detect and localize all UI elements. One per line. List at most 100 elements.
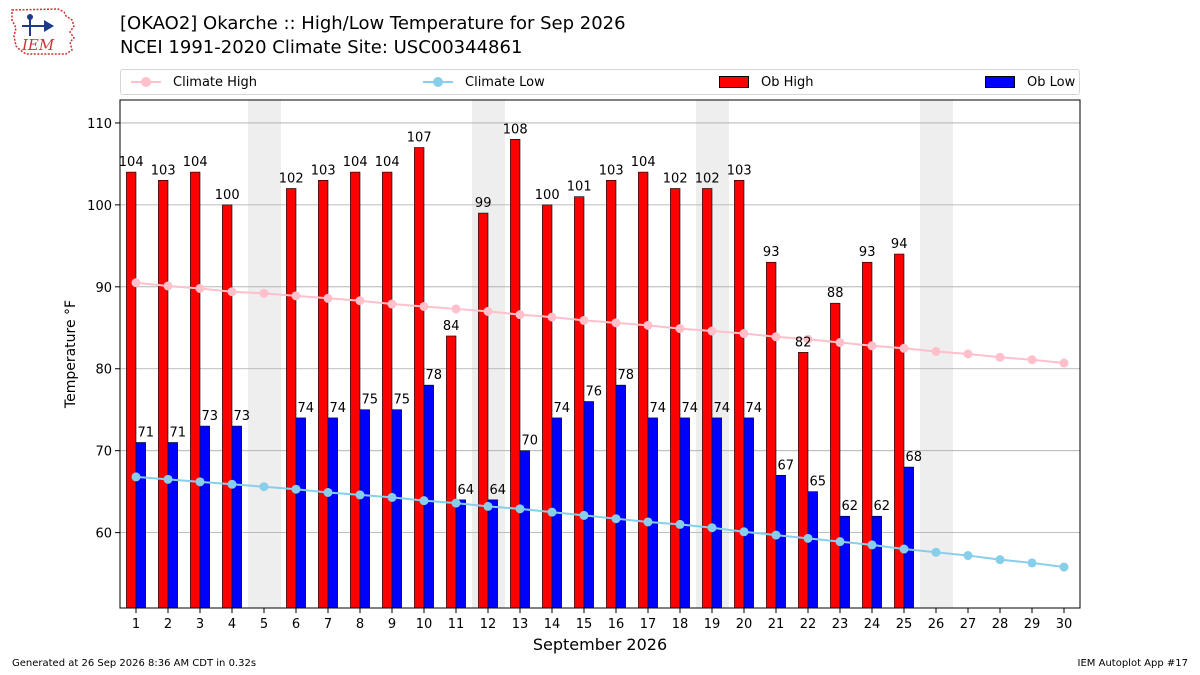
ob-low-bar <box>839 515 850 609</box>
ob-high-label: 88 <box>827 286 844 301</box>
ob-low-label: 67 <box>778 458 795 473</box>
climate-high-point <box>771 332 781 342</box>
title-line-1: [OKAO2] Okarche :: High/Low Temperature … <box>120 13 626 34</box>
climate-low-point <box>867 540 877 550</box>
ob-low-label: 74 <box>554 401 571 416</box>
climate-high-line <box>135 281 1065 365</box>
ob-low-bar <box>455 499 466 609</box>
ob-low-bar <box>295 417 306 609</box>
iem-logo: IEM <box>11 8 75 55</box>
ob-high-label: 102 <box>695 171 720 186</box>
ob-high-bar <box>190 171 201 609</box>
y-tick-label: 80 <box>95 363 112 378</box>
ob-low-bar <box>519 450 530 609</box>
ob-low-bar <box>647 417 658 609</box>
climate-high-point <box>931 347 941 357</box>
x-tick-label: 18 <box>672 617 689 632</box>
ob-high-label: 100 <box>535 188 560 203</box>
ob-high-bar <box>830 302 841 609</box>
x-tick-label: 13 <box>512 617 529 632</box>
autoplot-app-label: IEM Autoplot App #17 <box>1077 658 1188 669</box>
climate-low-point <box>643 517 653 527</box>
climate-low-point <box>835 537 845 547</box>
climate-low-point <box>291 484 301 494</box>
ob-low-label: 71 <box>170 425 187 440</box>
ob-high-label: 99 <box>475 196 492 211</box>
ob-low-label: 76 <box>586 385 603 400</box>
x-tick-label: 17 <box>640 617 657 632</box>
ob-high-bar <box>670 188 681 609</box>
ob-low-bar <box>807 491 818 609</box>
x-tick-label: 5 <box>260 617 268 632</box>
climate-high-point <box>195 283 205 293</box>
x-tick-label: 9 <box>388 617 396 632</box>
climate-low-point <box>163 474 173 484</box>
climate-high-point <box>611 318 621 328</box>
climate-low-point <box>323 487 333 497</box>
ob-high-bar <box>158 179 169 609</box>
climate-high-point <box>867 341 877 351</box>
ob-low-swatch <box>985 76 1015 88</box>
climate-high-point <box>259 288 269 298</box>
ob-low-bar <box>391 409 402 609</box>
climate-high-point <box>483 306 493 316</box>
ob-low-bar <box>615 384 626 609</box>
climate-high-point <box>163 281 173 291</box>
climate-low-point <box>547 507 557 517</box>
climate-high-point <box>643 320 653 330</box>
climate-low-point <box>931 547 941 557</box>
climate-low-point <box>483 501 493 511</box>
ob-low-label: 65 <box>810 475 827 490</box>
ob-high-label: 102 <box>663 171 688 186</box>
climate-high-point <box>227 287 237 297</box>
y-tick-label: 100 <box>87 199 112 214</box>
ob-high-bar <box>894 253 905 609</box>
ob-high-label: 84 <box>443 319 460 334</box>
ob-high-label: 107 <box>407 131 432 146</box>
ob-high-label: 104 <box>183 155 208 170</box>
ob-low-bar <box>583 401 594 609</box>
ob-high-bar <box>574 196 585 609</box>
ob-low-label: 73 <box>202 409 219 424</box>
ob-low-label: 64 <box>458 483 475 498</box>
ob-high-bar <box>606 179 617 609</box>
climate-high-point <box>1027 355 1037 365</box>
climate-low-point <box>227 479 237 489</box>
x-tick-label: 29 <box>1024 617 1041 632</box>
climate-high-point <box>579 315 589 325</box>
climate-high-point <box>419 301 429 311</box>
climate-low-point <box>803 533 813 543</box>
climate-high-point <box>515 310 525 320</box>
ob-high-label: 101 <box>567 180 592 195</box>
ob-low-label: 75 <box>362 393 379 408</box>
climate-low-point <box>355 490 365 500</box>
ob-low-label: 62 <box>842 499 859 514</box>
x-tick-label: 20 <box>736 617 753 632</box>
climate-low-point <box>739 527 749 537</box>
ob-high-bar <box>798 352 809 609</box>
x-tick-label: 22 <box>800 617 817 632</box>
ob-high-bar <box>126 171 137 609</box>
ob-high-label: 93 <box>859 245 876 260</box>
x-tick-label: 27 <box>960 617 977 632</box>
climate-low-point <box>419 496 429 506</box>
climate-low-line <box>135 475 1065 569</box>
x-tick-label: 15 <box>576 617 593 632</box>
ob-low-label: 74 <box>330 401 347 416</box>
ob-high-label: 102 <box>279 171 304 186</box>
x-tick-label: 7 <box>324 617 332 632</box>
x-tick-label: 21 <box>768 617 785 632</box>
climate-low-point <box>899 544 909 554</box>
ob-high-bar <box>222 204 233 609</box>
climate-high-point <box>355 296 365 306</box>
y-tick-label: 110 <box>87 117 112 132</box>
ob-low-bar <box>903 466 914 609</box>
climate-low-point <box>1027 558 1037 568</box>
svg-text:IEM: IEM <box>21 36 55 54</box>
climate-high-point <box>995 352 1005 362</box>
ob-high-bar <box>350 171 361 609</box>
ob-high-bar <box>446 335 457 609</box>
ob-high-label: 103 <box>599 163 624 178</box>
ob-low-bar <box>327 417 338 609</box>
ob-low-label: 74 <box>650 401 667 416</box>
